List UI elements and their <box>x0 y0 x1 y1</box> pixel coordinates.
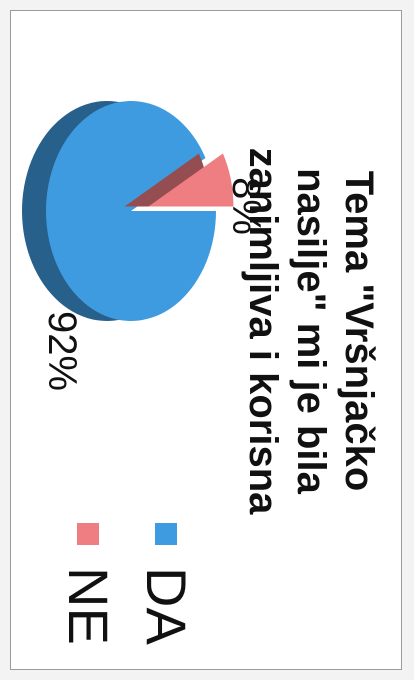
pie-chart: 92% 8% <box>22 101 268 391</box>
pie-slice-da <box>46 101 216 321</box>
chart-frame: Tema "Vršnjačko nasilje" mi je bila zani… <box>10 10 402 670</box>
legend-swatch-ne <box>77 523 99 545</box>
legend-item-ne: NE <box>49 523 127 645</box>
data-label-da: 92% <box>40 311 84 391</box>
chart-rotated-area: Tema "Vršnjačko nasilje" mi je bila zani… <box>11 11 401 671</box>
legend-label-ne: NE <box>57 567 120 645</box>
chart-legend: DA NE <box>49 523 205 645</box>
legend-swatch-da <box>155 523 177 545</box>
data-label-ne: 8% <box>224 177 268 235</box>
legend-label-da: DA <box>135 567 198 645</box>
pie-slice-ne <box>148 153 234 207</box>
legend-item-da: DA <box>127 523 205 645</box>
